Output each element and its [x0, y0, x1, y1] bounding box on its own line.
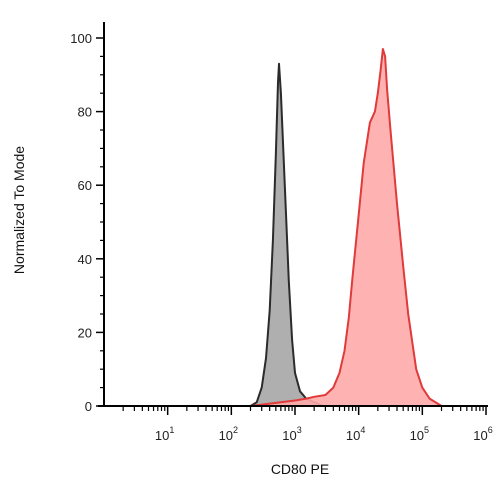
- x-axis-ticks: 101 102 103 104 105 106: [122, 406, 493, 443]
- y-tick-label: 20: [78, 325, 92, 340]
- y-tick-label: 40: [78, 252, 92, 267]
- histogram-series-2: [249, 48, 443, 407]
- y-tick-label: 80: [78, 105, 92, 120]
- x-tick-label: 103: [282, 425, 301, 443]
- y-tick-label: 60: [78, 178, 92, 193]
- series-layer: [249, 48, 443, 407]
- y-axis-title: Normalized To Mode: [11, 146, 27, 274]
- x-tick-label: 106: [473, 425, 492, 443]
- histogram-series-1: [249, 62, 325, 407]
- y-tick-label: 0: [85, 399, 92, 414]
- x-tick-label: 101: [155, 425, 174, 443]
- x-tick-label: 105: [410, 425, 429, 443]
- y-axis-ticks: 0 20 40 60 80 100: [70, 31, 104, 414]
- x-axis-title: CD80 PE: [271, 461, 329, 477]
- y-tick-label: 100: [70, 31, 92, 46]
- x-tick-label: 102: [219, 425, 238, 443]
- x-tick-label: 104: [346, 425, 365, 443]
